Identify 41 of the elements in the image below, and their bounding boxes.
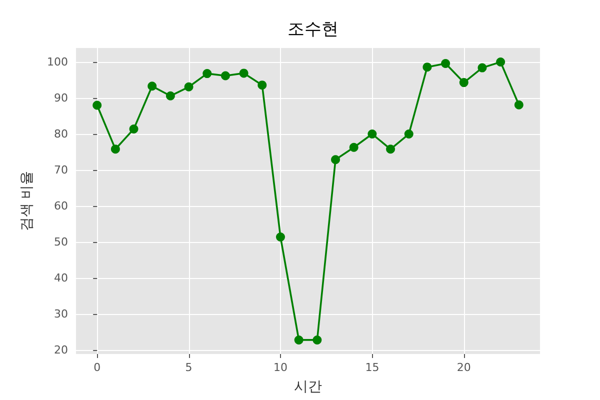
y-tick-label: 100 — [47, 56, 68, 69]
point — [276, 232, 285, 242]
point — [496, 58, 506, 67]
point — [312, 335, 322, 344]
point — [459, 78, 468, 88]
point — [294, 335, 304, 344]
point — [184, 82, 194, 92]
point — [220, 71, 230, 80]
y-axis-title: 검색 비율 — [19, 170, 35, 232]
y-tick-label: 80 — [54, 128, 68, 141]
point — [422, 62, 432, 72]
point — [349, 142, 358, 152]
point — [202, 69, 212, 78]
point — [92, 100, 102, 110]
y-tick-label: 20 — [54, 344, 68, 357]
point — [478, 63, 487, 72]
point — [166, 91, 175, 100]
x-tick-label: 5 — [185, 361, 192, 374]
y-tick-label: 70 — [54, 164, 68, 177]
point — [386, 144, 396, 154]
point — [514, 100, 524, 110]
x-axis-title: 시간 — [294, 379, 322, 395]
y-tick-label: 90 — [54, 92, 68, 105]
point — [404, 130, 414, 139]
point — [258, 80, 267, 90]
y-tick-label: 40 — [54, 272, 68, 285]
x-tick-label: 10 — [273, 361, 288, 374]
chart-title: 조수현 — [288, 20, 338, 40]
x-tick-label: 0 — [94, 361, 101, 374]
point — [129, 124, 138, 134]
y-tick-label: 60 — [54, 200, 68, 213]
point — [110, 144, 120, 154]
point — [441, 58, 450, 68]
y-tick-label: 50 — [54, 236, 68, 249]
point — [239, 68, 248, 78]
point — [368, 130, 377, 139]
point — [148, 82, 157, 91]
x-tick-label: 15 — [365, 361, 380, 374]
x-tick-label: 20 — [456, 361, 471, 374]
y-tick-label: 30 — [54, 308, 68, 321]
point — [331, 155, 340, 164]
